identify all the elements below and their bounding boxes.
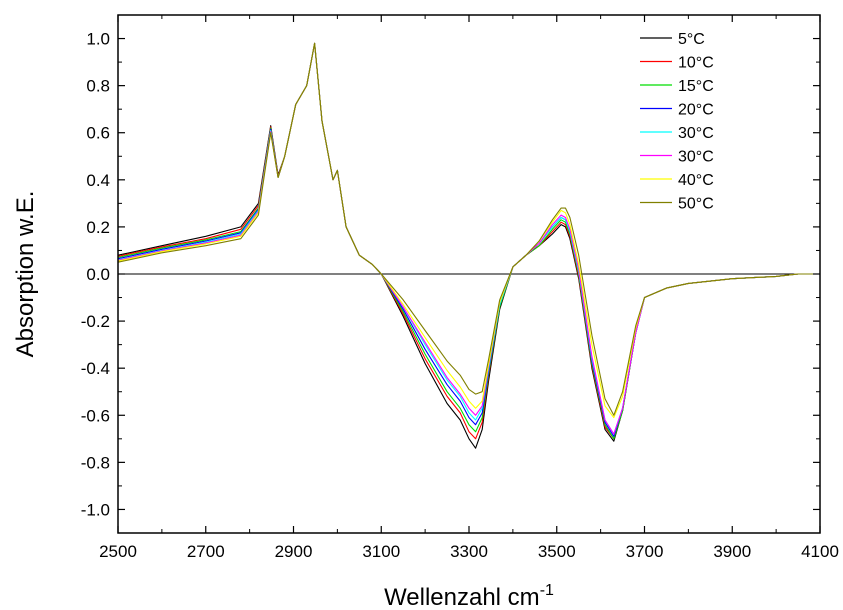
x-tick-label: 2700 [187, 542, 225, 561]
y-tick-label: -0.2 [81, 312, 110, 331]
legend-label: 5°C [678, 31, 705, 48]
y-tick-label: -0.4 [81, 359, 110, 378]
x-tick-label: 4100 [801, 542, 839, 561]
x-tick-label: 3500 [538, 542, 576, 561]
series-line-2 [118, 42, 820, 440]
legend-label: 10°C [678, 55, 714, 72]
x-tick-label: 3100 [362, 542, 400, 561]
x-axis: 2500 2700 2900 3100 3300 3500 3700 3900 4100 [99, 15, 839, 561]
x-tick-label: 3700 [626, 542, 664, 561]
y-tick-label: 0.0 [86, 265, 110, 284]
y-tick-label: 0.4 [86, 171, 110, 190]
legend: 5°C 10°C 15°C 20°C 30°C 30°C 40°C 50°C [640, 31, 714, 213]
x-axis-title-superscript: -1 [540, 582, 554, 599]
x-axis-title-text: Wellenzahl cm [384, 584, 540, 610]
y-tick-label: -0.6 [81, 406, 110, 425]
y-axis-title: Absorption w.E. [12, 191, 39, 358]
legend-label: 30°C [678, 125, 714, 142]
legend-label: 50°C [678, 196, 714, 213]
x-tick-label: 3300 [450, 542, 488, 561]
series-line-7 [118, 42, 820, 416]
series-line-6 [118, 42, 820, 419]
legend-label: 30°C [678, 149, 714, 166]
y-tick-label: -1.0 [81, 500, 110, 519]
y-tick-label: 0.8 [86, 77, 110, 96]
y-tick-label: 0.2 [86, 218, 110, 237]
y-tick-label: 0.6 [86, 124, 110, 143]
series-lines [118, 42, 820, 449]
y-axis: -1.0 -0.8 -0.6 -0.4 -0.2 0.0 0.2 0.4 0.6 0.8 1.0 [81, 30, 820, 519]
series-line-5 [118, 42, 820, 435]
series-line-0 [118, 42, 820, 449]
x-tick-label: 3900 [713, 542, 751, 561]
y-tick-label: 1.0 [86, 30, 110, 49]
legend-label: 40°C [678, 172, 714, 189]
legend-label: 20°C [678, 102, 714, 119]
x-axis-title: Wellenzahl cm-1 [384, 582, 554, 610]
series-line-1 [118, 42, 820, 440]
x-tick-label: 2900 [275, 542, 313, 561]
legend-label: 15°C [678, 78, 714, 95]
x-tick-label: 2500 [99, 542, 137, 561]
y-tick-label: -0.8 [81, 453, 110, 472]
